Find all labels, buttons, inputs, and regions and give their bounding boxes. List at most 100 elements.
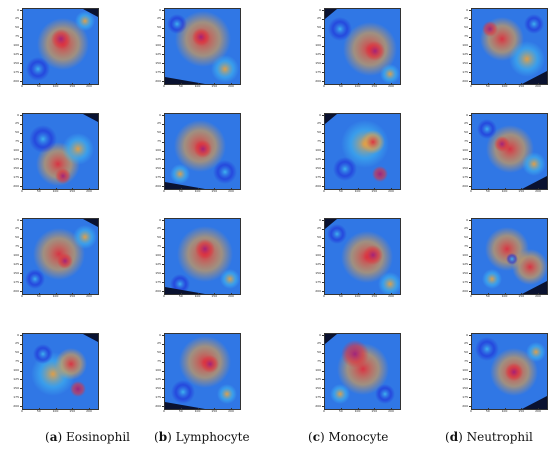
y-tick-mark [322, 18, 324, 20]
x-tick-mark [521, 188, 522, 190]
y-tick-label: 0 [466, 112, 468, 117]
heat-blob [167, 14, 187, 34]
heatmap-image [471, 8, 548, 85]
y-tick-label: 75 [15, 359, 19, 364]
y-tick-mark [469, 379, 471, 380]
y-tick-label: 0 [17, 7, 19, 12]
y-tick-label: 175 [13, 394, 19, 399]
y-tick-mark [469, 237, 471, 239]
heatmap-svg [472, 9, 547, 84]
rotation-corner [83, 9, 98, 17]
caption-open-paren: ( [445, 430, 450, 444]
x-tick-mark [391, 293, 392, 295]
y-tick-mark [20, 361, 22, 363]
y-tick-label: 0 [319, 217, 321, 222]
heat-blob [380, 64, 400, 84]
x-tick-mark [471, 188, 472, 190]
heat-blob [378, 272, 400, 294]
heat-blob [486, 125, 534, 173]
y-tick-label: 125 [315, 376, 321, 381]
y-tick-mark [162, 220, 164, 221]
y-tick-label: 200 [315, 403, 321, 408]
heatmap-panel: 0 25 50 75 100 125 150 175 200 0 50 100 150 200 [313, 8, 402, 91]
y-tick-label: 200 [155, 403, 161, 408]
x-tick-mark [340, 408, 342, 410]
x-tick-mark [357, 188, 358, 190]
y-tick-label: 50 [464, 25, 468, 30]
y-tick-label: 50 [157, 130, 161, 135]
x-tick-label: 150 [371, 294, 378, 298]
y-tick-label: 100 [315, 148, 321, 152]
caption-letter: c [312, 430, 320, 444]
y-tick-mark [469, 159, 471, 160]
y-tick-mark [20, 397, 22, 398]
y-tick-mark [469, 81, 471, 82]
heat-blob [512, 249, 547, 285]
x-tick-mark [214, 188, 215, 190]
caption-name: Monocyte [328, 430, 389, 444]
heatmap-svg [325, 219, 400, 294]
x-tick-mark [391, 408, 392, 410]
x-tick-mark [324, 188, 325, 190]
y-tick-mark [162, 370, 164, 371]
x-tick-label: 0 [323, 409, 325, 413]
y-tick-label: 75 [157, 34, 161, 39]
y-tick-mark [322, 186, 324, 187]
y-tick-label: 200 [13, 403, 19, 408]
y-tick-label: 25 [157, 341, 161, 346]
x-tick-label: 100 [52, 294, 59, 298]
y-tick-mark [322, 168, 324, 169]
y-tick-label: 150 [155, 60, 161, 65]
y-tick-label: 100 [155, 148, 161, 152]
y-tick-label: 50 [15, 235, 19, 240]
y-tick-label: 25 [15, 16, 19, 21]
y-tick-mark [20, 168, 22, 169]
y-tick-label: 200 [13, 78, 19, 83]
x-tick-label: 200 [388, 409, 394, 413]
x-tick-mark [357, 83, 358, 85]
y-tick-mark [322, 177, 324, 178]
y-tick-label: 75 [317, 244, 321, 249]
heatmap-image [164, 8, 241, 85]
y-tick-mark [20, 10, 22, 11]
heat-blob [192, 28, 210, 46]
x-tick-label: 200 [86, 294, 92, 298]
y-tick-label: 75 [157, 359, 161, 364]
caption-eosinophil: (a) Eosinophil [45, 430, 130, 446]
y-tick-mark [469, 335, 471, 336]
y-tick-mark [162, 159, 164, 160]
y-tick-mark [162, 45, 164, 46]
y-tick-label: 0 [319, 332, 321, 337]
x-tick-mark [487, 293, 489, 295]
y-tick-label: 150 [155, 165, 161, 170]
y-tick-label: 150 [13, 385, 19, 390]
y-tick-label: 200 [462, 403, 468, 408]
x-tick-label: 150 [211, 294, 218, 298]
heatmap-panel: 0 25 50 75 100 125 150 175 200 0 50 100 150 200 [460, 218, 549, 301]
y-tick-mark [162, 335, 164, 336]
x-tick-mark [72, 408, 73, 410]
heat-blob [506, 253, 518, 265]
x-tick-label: 100 [354, 189, 361, 193]
y-tick-mark [162, 132, 164, 134]
caption-monocyte: (c) Monocyte [308, 430, 388, 446]
y-tick-label: 175 [13, 279, 19, 284]
x-tick-mark [538, 293, 539, 295]
caption-lymphocyte: (b) Lymphocyte [154, 430, 250, 446]
y-tick-mark [469, 406, 471, 407]
y-tick-mark [469, 27, 471, 29]
y-tick-label: 125 [155, 261, 161, 266]
heatmap-panel: 0 25 50 75 100 125 150 175 200 0 50 100 150 200 [153, 218, 242, 301]
heatmap-svg [472, 334, 547, 409]
caption-close-paren: ) [167, 430, 172, 444]
heat-blob [171, 380, 195, 404]
y-tick-label: 50 [464, 235, 468, 240]
y-tick-label: 125 [462, 156, 468, 161]
caption-open-paren: ( [45, 430, 50, 444]
x-tick-label: 200 [228, 409, 234, 413]
y-tick-mark [162, 72, 164, 73]
y-tick-label: 25 [317, 226, 321, 231]
x-tick-label: 200 [535, 84, 541, 88]
x-tick-label: 100 [52, 84, 59, 88]
